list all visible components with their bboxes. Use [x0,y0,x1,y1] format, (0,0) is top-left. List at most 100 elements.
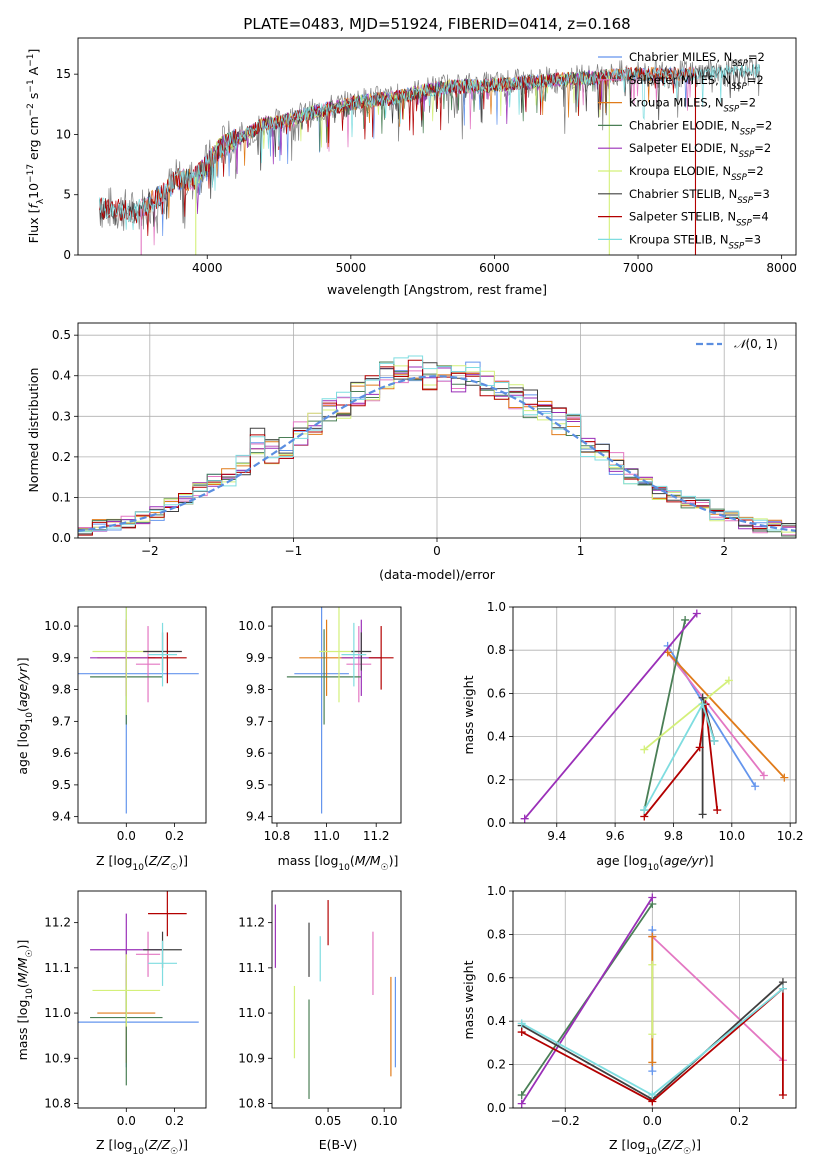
mass-weight-vs-age-panel: 9.4 9.6 9.8 10.0 10.2 0.0 0.2 0.4 0.6 0.8 1.0 age [… [461,600,804,873]
point-marker-kroupa-elodie [640,745,649,754]
axes-frame [77,37,797,256]
point-marker-chabrier-miles [751,782,760,791]
y-tick-label: 10 [56,127,71,141]
model-spectrum-kroupa-stelib [99,63,760,231]
point-marker-kroupa-stelib [778,984,787,993]
y-tick-label: 10.9 [44,1051,71,1065]
point-marker-kroupa-elodie [648,1030,657,1039]
axes-frame [77,890,207,1109]
x-axis-label: age [log10(age/yr)] [596,853,713,873]
x-tick-label: −2 [141,544,159,558]
series-line-salpeter-stelib [521,986,784,1103]
figure-title: PLATE=0483, MJD=51924, FIBERID=0414, z=0… [243,15,630,33]
y-tick-label: 11.2 [238,916,265,930]
mass-vs-extinction-panel: 0.05 0.10 10.8 10.9 11.0 11.1 11.2 E(B-V) [238,890,402,1152]
age-vs-metallicity-panel: 0.0 0.2 9.4 9.5 9.6 9.7 9.8 9.9 10.0 Z [log10(Z/Z… [15,606,207,873]
x-tick-label: 0.2 [165,1114,184,1128]
x-axis-label: Z [log10(Z/Z☉)] [609,1137,701,1157]
spectrum-panel: 4000 5000 6000 7000 8000 0 5 10 15 Chabrier MILES… [26,37,797,297]
series-line-kroupa-elodie [643,679,730,751]
y-tick-label: 1.0 [487,884,506,898]
y-tick-label: 9.6 [246,746,265,760]
y-tick-label: 0.0 [487,816,506,830]
x-tick-label: 5000 [336,261,367,275]
legend-entry-chabrier-miles: Chabrier MILES, NSSP=2 [629,50,765,69]
y-tick-label: 0.4 [487,1014,506,1028]
y-tick-label: 9.7 [52,714,71,728]
point-marker-kroupa-stelib [648,1090,657,1099]
x-tick-label: 11.0 [313,829,340,843]
series-line-salpeter-miles [666,651,765,777]
plot-area [520,609,789,823]
legend-entry-salpeter-stelib: Salpeter STELIB, NSSP=4 [629,210,769,229]
y-tick-label: 9.7 [246,714,265,728]
residual-histogram-panel: −2 −1 0 1 2 0.0 0.1 0.2 0.3 0.4 0.5 𝒩(0, 1) (data-mo… [26,322,797,582]
y-tick-label: 5 [63,188,71,202]
x-tick-label: 0.2 [730,1114,749,1128]
x-tick-label: −1 [285,544,303,558]
y-tick-label: 10.8 [44,1096,71,1110]
x-tick-label: 10.2 [777,829,804,843]
legend-entry-kroupa-elodie: Kroupa ELODIE, NSSP=2 [629,164,764,183]
x-tick-label: 0.2 [165,829,184,843]
y-tick-label: 0.2 [487,1058,506,1072]
point-marker-salpeter-stelib [713,806,722,815]
y-tick-label: 10.0 [238,619,265,633]
legend-entry-salpeter-elodie: Salpeter ELODIE, NSSP=2 [629,141,771,160]
y-tick-label: 0.6 [487,686,506,700]
y-tick-label: 9.5 [246,778,265,792]
x-tick-label: 9.6 [606,829,625,843]
point-marker-salpeter-stelib [517,1028,526,1037]
series-line-salpeter-elodie [520,897,654,1105]
y-tick-label: 11.1 [238,961,265,975]
y-tick-label: 9.4 [246,810,265,824]
y-tick-label: 9.6 [52,746,71,760]
axes-frame [271,890,402,1109]
y-tick-label: 0.2 [487,773,506,787]
y-tick-label: 9.8 [52,683,71,697]
point-marker-chabrier-stelib [698,810,707,819]
y-tick-label: 10.9 [238,1051,265,1065]
x-axis-label: E(B-V) [319,1137,358,1152]
point-marker-kroupa-stelib [710,736,719,745]
y-tick-label: 11.0 [238,1006,265,1020]
point-marker-kroupa-elodie [648,960,657,969]
y-tick-label: 9.9 [52,651,71,665]
point-marker-chabrier-miles [648,1067,657,1076]
y-tick-label: 0.0 [487,1101,506,1115]
model-spectrum-salpeter-stelib [99,66,696,237]
y-tick-label: 9.5 [52,778,71,792]
point-marker-salpeter-elodie [648,893,657,902]
y-tick-label: 11.0 [44,1006,71,1020]
legend-entry-kroupa-stelib: Kroupa STELIB, NSSP=3 [629,232,761,251]
y-tick-label: 0.8 [487,927,506,941]
mass-vs-metallicity-panel: 0.0 0.2 10.8 10.9 11.0 11.1 11.2 Z [log10(Z/Z☉)… [15,890,207,1157]
y-tick-label: 1.0 [487,600,506,614]
y-axis-label: Normed distribution [26,368,41,493]
plot-area [99,56,760,255]
axes-frame [512,606,797,824]
x-tick-label: 2 [720,544,728,558]
plot-area [78,891,199,1086]
x-tick-label: 4000 [192,261,223,275]
x-tick-label: 9.4 [547,829,566,843]
plot-area [286,607,394,814]
legend-entry-chabrier-stelib: Chabrier STELIB, NSSP=3 [629,187,770,206]
series-line-chabrier-elodie [643,619,686,811]
series-line-salpeter-miles [651,935,784,1061]
y-tick-label: 0.6 [487,971,506,985]
plot-area [274,900,396,1099]
y-tick-label: 0.5 [52,328,71,342]
x-axis-label: Z [log10(Z/Z☉)] [96,853,188,873]
y-tick-label: 15 [56,67,71,81]
x-tick-label: 8000 [766,261,797,275]
legend-entry-kroupa-miles: Kroupa MILES, NSSP=2 [629,96,756,115]
x-tick-label: 0.0 [117,829,136,843]
x-tick-label: 1 [577,544,585,558]
point-marker-salpeter-miles [759,771,768,780]
series-line-salpeter-elodie [524,612,698,820]
y-tick-label: 0.8 [487,643,506,657]
point-marker-kroupa-stelib [698,700,707,709]
y-tick-label: 9.8 [246,683,265,697]
